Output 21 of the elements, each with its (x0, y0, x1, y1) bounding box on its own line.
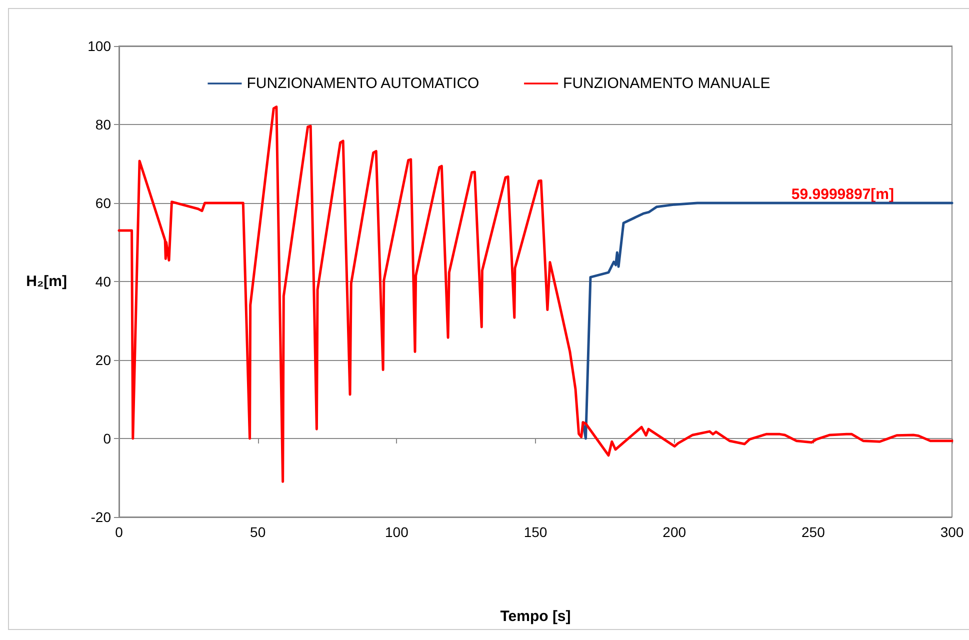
x-tick-label: 200 (662, 524, 686, 540)
y-tick-label: 20 (95, 352, 112, 368)
x-tick-label: 100 (384, 524, 409, 540)
x-tick-label: 300 (940, 524, 964, 540)
x-tick-label: 50 (250, 524, 266, 540)
y-tick-label: 40 (95, 274, 112, 290)
x-tick-label: 0 (115, 524, 124, 540)
y-tick-label: -20 (90, 509, 112, 525)
y-tick-label: 80 (95, 116, 112, 132)
legend-label: FUNZIONAMENTO AUTOMATICO (246, 75, 480, 92)
y-tick-label: 0 (103, 430, 112, 446)
y-axis-title: H₂[m] (26, 273, 67, 290)
legend-label: FUNZIONAMENTO MANUALE (563, 75, 770, 92)
line-series (118, 106, 954, 483)
annotation: 59.9999897[m] (791, 186, 894, 203)
x-tick-label: 250 (801, 524, 826, 540)
x-tick-label: 150 (524, 524, 548, 540)
y-tick-label: 100 (88, 38, 112, 54)
x-axis-title: Tempo [s] (500, 608, 571, 625)
line-series (582, 202, 954, 440)
y-tick-label: 60 (95, 195, 112, 211)
